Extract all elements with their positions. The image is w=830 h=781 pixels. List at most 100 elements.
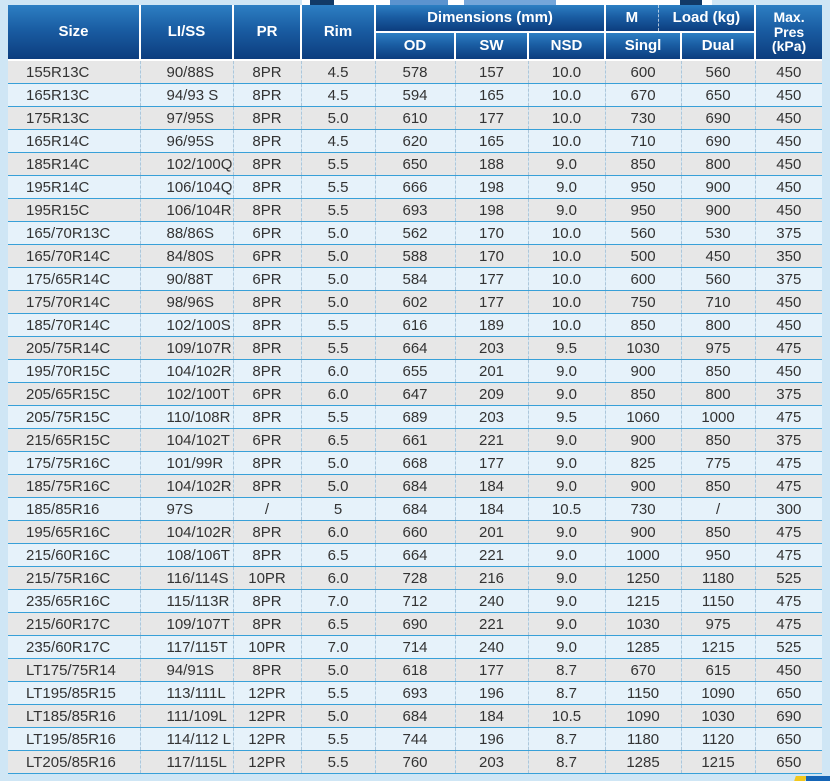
cell-li-ss: 104/102R	[140, 359, 234, 383]
cell-nsd: 9.0	[528, 152, 606, 176]
cell-max-pres: 450	[755, 313, 823, 337]
cell-single-load: 1000	[605, 543, 682, 567]
cell-od: 647	[375, 382, 456, 406]
cell-dual-load: 560	[681, 60, 756, 84]
cell-od: 712	[375, 589, 456, 613]
cell-max-pres: 450	[755, 359, 823, 383]
cell-dual-load: 560	[681, 267, 756, 291]
cell-dual-load: /	[681, 497, 756, 521]
cell-single-load: 1180	[605, 727, 682, 751]
cell-single-load: 560	[605, 221, 682, 245]
cell-single-load: 730	[605, 497, 682, 521]
cell-single-load: 900	[605, 359, 682, 383]
col-header-od: OD	[374, 31, 456, 61]
max-pres-line: Pres	[773, 23, 805, 40]
cell-rim: 4.5	[301, 129, 376, 153]
cell-max-pres: 375	[755, 428, 823, 452]
cell-rim: 5.5	[301, 336, 376, 360]
cell-li-ss: 114/112 L	[140, 727, 234, 751]
cell-max-pres: 475	[755, 543, 823, 567]
cell-dual-load: 450	[681, 244, 756, 268]
cell-li-ss: 104/102T	[140, 428, 234, 452]
cell-sw: 177	[455, 267, 529, 291]
cell-max-pres: 375	[755, 382, 823, 406]
cell-sw: 221	[455, 428, 529, 452]
cell-single-load: 1250	[605, 566, 682, 590]
table-row: 165/70R14C 84/80S 6PR 5.0 588 170 10.0 500 450 35…	[8, 244, 823, 268]
cell-li-ss: 108/106T	[140, 543, 234, 567]
cell-single-load: 1060	[605, 405, 682, 429]
cell-pr: 10PR	[233, 566, 302, 590]
cell-dual-load: 650	[681, 83, 756, 107]
cell-pr: 6PR	[233, 267, 302, 291]
cell-li-ss: 94/91S	[140, 658, 234, 682]
cell-size: 185/85R16	[8, 497, 141, 521]
table-row: 155R13C 90/88S 8PR 4.5 578 157 10.0 600 560 450	[8, 60, 823, 84]
cell-sw: 184	[455, 474, 529, 498]
cell-li-ss: 94/93 S	[140, 83, 234, 107]
cell-rim: 6.0	[301, 359, 376, 383]
cell-single-load: 600	[605, 60, 682, 84]
table-row: LT195/85R15 113/111L 12PR 5.5 693 196 8.7 1150 1…	[8, 681, 823, 705]
cell-nsd: 9.0	[528, 566, 606, 590]
cell-pr: 8PR	[233, 474, 302, 498]
cell-max-pres: 650	[755, 750, 823, 774]
col-header-li-ss: LI/SS	[139, 5, 234, 61]
cell-rim: 6.5	[301, 612, 376, 636]
col-header-single: Singl	[604, 31, 683, 61]
cell-li-ss: 111/109L	[140, 704, 234, 728]
cell-rim: 5.0	[301, 267, 376, 291]
table-row: 215/60R17C 109/107T 8PR 6.5 690 221 9.0 1030 975…	[8, 612, 823, 636]
cell-od: 684	[375, 704, 456, 728]
col-header-nsd: NSD	[526, 31, 607, 61]
cell-size: 215/65R15C	[8, 428, 141, 452]
cell-rim: 6.0	[301, 520, 376, 544]
cell-size: LT175/75R14	[8, 658, 141, 682]
cell-dual-load: 690	[681, 106, 756, 130]
cell-max-pres: 375	[755, 267, 823, 291]
cell-max-pres: 650	[755, 681, 823, 705]
artifact-fragment	[390, 0, 448, 5]
table-row: 185/70R14C 102/100S 8PR 5.5 616 189 10.0 850 800…	[8, 313, 823, 337]
cell-sw: 177	[455, 290, 529, 314]
cell-size: 195R14C	[8, 175, 141, 199]
cell-pr: 8PR	[233, 313, 302, 337]
cell-pr: 8PR	[233, 290, 302, 314]
cell-pr: 8PR	[233, 451, 302, 475]
cell-size: 185R14C	[8, 152, 141, 176]
cell-nsd: 10.0	[528, 129, 606, 153]
cell-od: 584	[375, 267, 456, 291]
cell-sw: 189	[455, 313, 529, 337]
cell-rim: 6.5	[301, 543, 376, 567]
cell-pr: 8PR	[233, 175, 302, 199]
header-row-sub: OD SW NSD Singl Dual	[8, 31, 822, 61]
cell-dual-load: 850	[681, 474, 756, 498]
cell-li-ss: 113/111L	[140, 681, 234, 705]
cell-sw: 177	[455, 106, 529, 130]
table-row: 235/65R16C 115/113R 8PR 7.0 712 240 9.0 1215 115…	[8, 589, 823, 613]
table-row: 205/75R14C 109/107R 8PR 5.5 664 203 9.5 1030 975…	[8, 336, 823, 360]
cell-sw: 201	[455, 520, 529, 544]
cell-max-pres: 475	[755, 520, 823, 544]
cell-sw: 184	[455, 497, 529, 521]
cell-dual-load: 800	[681, 152, 756, 176]
cell-size: 165/70R13C	[8, 221, 141, 245]
cell-od: 588	[375, 244, 456, 268]
cell-od: 664	[375, 336, 456, 360]
cell-dual-load: 1000	[681, 405, 756, 429]
cell-max-pres: 475	[755, 612, 823, 636]
table-row: LT175/75R14 94/91S 8PR 5.0 618 177 8.7 670 615 45…	[8, 658, 823, 682]
cell-pr: 8PR	[233, 129, 302, 153]
cell-od: 664	[375, 543, 456, 567]
cell-rim: 5.0	[301, 221, 376, 245]
cell-size: 175/70R14C	[8, 290, 141, 314]
cell-rim: 5.0	[301, 658, 376, 682]
cell-li-ss: 102/100S	[140, 313, 234, 337]
cell-sw: 177	[455, 658, 529, 682]
cell-od: 594	[375, 83, 456, 107]
table-row: 175/75R16C 101/99R 8PR 5.0 668 177 9.0 825 775 47…	[8, 451, 823, 475]
cell-li-ss: 109/107R	[140, 336, 234, 360]
cell-sw: 196	[455, 727, 529, 751]
cell-max-pres: 475	[755, 474, 823, 498]
cell-od: 578	[375, 60, 456, 84]
